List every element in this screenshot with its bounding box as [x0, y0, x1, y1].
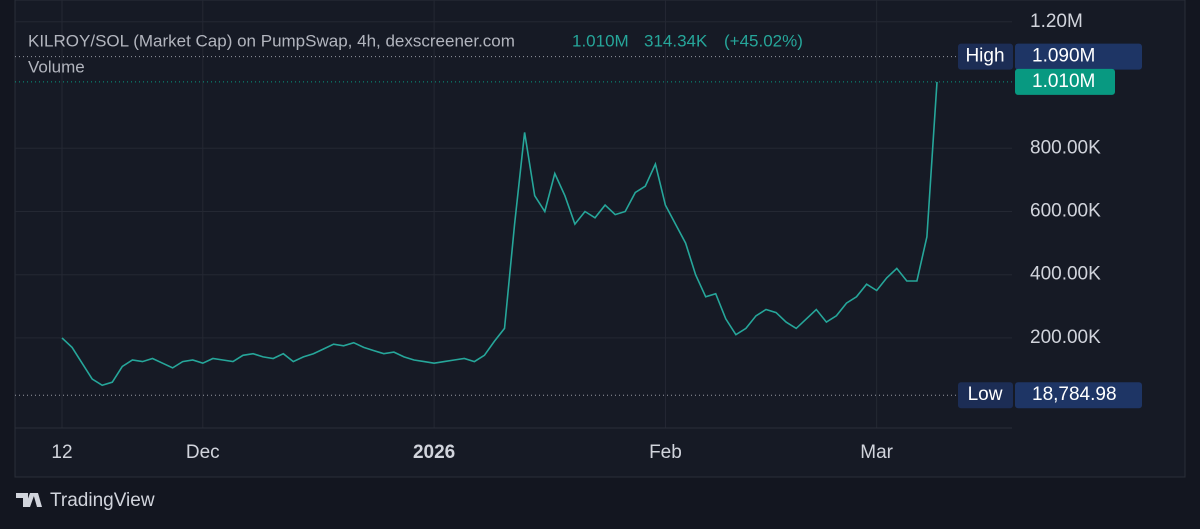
x-tick-label: 12: [51, 442, 72, 463]
brand: TradingView: [16, 490, 155, 511]
marker-value-box: [1015, 43, 1142, 70]
x-tick-label: 2026: [413, 442, 455, 463]
marker-value: 18,784.98: [1032, 384, 1117, 405]
y-tick-label: 600.00K: [1030, 200, 1101, 221]
chart-title: KILROY/SOL (Market Cap) on PumpSwap, 4h,…: [28, 31, 515, 50]
y-tick-label: 200.00K: [1030, 327, 1101, 348]
x-tick-label: Dec: [186, 442, 220, 463]
header-value: 314.34K: [644, 31, 708, 50]
last-price-box: [1015, 68, 1115, 95]
price-line: [61, 81, 938, 387]
y-tick-label: 800.00K: [1030, 137, 1101, 158]
header-value: 1.010M: [572, 31, 629, 50]
marker-value-box: [1015, 382, 1142, 409]
x-tick-label: Mar: [860, 442, 893, 463]
marker-label: Low: [968, 384, 1003, 405]
plot-area: [15, 0, 1012, 429]
marker-label-box: [958, 382, 1013, 409]
brand-name: TradingView: [50, 490, 155, 511]
x-tick-label: Feb: [649, 442, 682, 463]
y-tick-label: 400.00K: [1030, 264, 1101, 285]
last-price-label: 1.010M: [1032, 71, 1095, 92]
marker-label-box: [958, 43, 1013, 70]
marker-value: 1.090M: [1032, 46, 1095, 67]
volume-label: Volume: [28, 57, 85, 76]
header-value: (+45.02%): [724, 31, 803, 50]
y-tick-label: 1.20M: [1030, 11, 1083, 32]
brand-logo: [16, 493, 42, 507]
marker-label: High: [965, 46, 1004, 67]
